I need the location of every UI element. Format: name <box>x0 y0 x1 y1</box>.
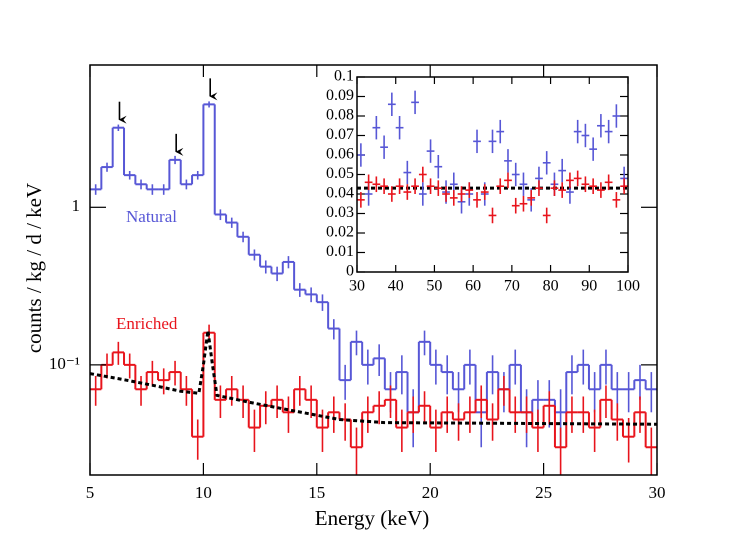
y-tick-label: 10⁻¹ <box>49 354 80 373</box>
x-tick-label: 50 <box>426 278 442 295</box>
y-tick-label: 0.02 <box>326 224 354 241</box>
x-tick-label: 25 <box>535 483 552 502</box>
x-tick-label: 90 <box>581 278 597 295</box>
x-tick-label: 40 <box>388 278 404 295</box>
y-tick-label: 0.03 <box>326 204 354 221</box>
series-label: Enriched <box>116 314 178 333</box>
x-tick-label: 20 <box>422 483 439 502</box>
y-tick-label: 0.07 <box>326 126 354 143</box>
y-tick-label: 0.1 <box>334 68 354 85</box>
y-tick-label: 0 <box>346 263 354 280</box>
x-tick-label: 15 <box>308 483 325 502</box>
series-label: Natural <box>126 207 177 226</box>
y-tick-label: 0.01 <box>326 243 354 260</box>
y-axis-title: counts / kg / d / keV <box>22 183 46 353</box>
x-tick-label: 30 <box>649 483 666 502</box>
x-tick-label: 5 <box>86 483 95 502</box>
x-tick-label: 60 <box>465 278 481 295</box>
y-tick-label: 1 <box>72 196 81 215</box>
y-tick-label: 0.08 <box>326 107 354 124</box>
main-frame <box>89 64 658 476</box>
x-tick-label: 10 <box>195 483 212 502</box>
y-tick-label: 0.05 <box>326 165 354 182</box>
x-axis-title: Energy (keV) <box>315 506 430 530</box>
x-tick-label: 100 <box>616 278 640 295</box>
y-tick-label: 0.04 <box>326 185 354 202</box>
plot-area <box>90 101 657 475</box>
x-tick-label: 30 <box>349 278 365 295</box>
y-tick-label: 0.06 <box>326 146 354 163</box>
y-tick-label: 0.09 <box>326 87 354 104</box>
inset-frame <box>356 76 629 273</box>
x-tick-label: 80 <box>543 278 559 295</box>
overlay: 5 10 15 20 25 30 10⁻¹ 1 30 40 50 60 70 80 90 100 0 0.01 0.… <box>49 65 666 502</box>
x-tick-label: 70 <box>504 278 520 295</box>
